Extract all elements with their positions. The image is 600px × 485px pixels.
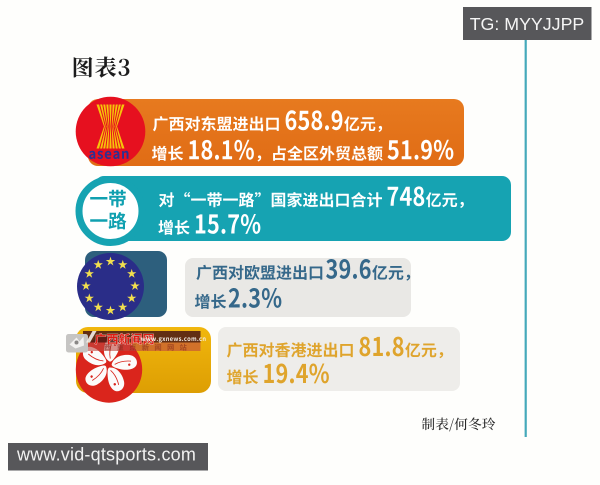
svg-text:TG: MYYJJPP: TG: MYYJJPP <box>470 14 585 34</box>
svg-text:www.vid-qtsports.com: www.vid-qtsports.com <box>16 445 196 465</box>
